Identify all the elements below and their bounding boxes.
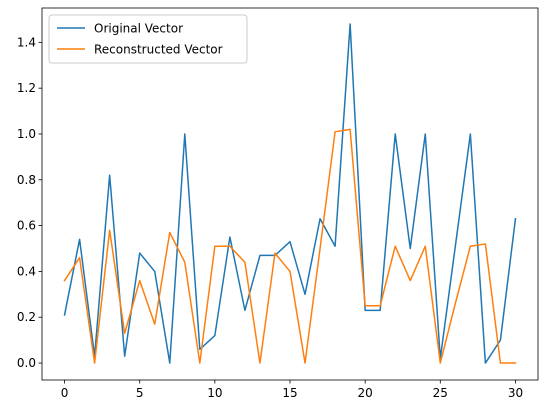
y-tick-label: 0.8 <box>17 173 36 187</box>
axes-frame <box>41 7 539 381</box>
series-line-2 <box>63 128 517 364</box>
y-tick-label: 1.2 <box>17 81 36 95</box>
x-tick-label: 0 <box>61 386 69 400</box>
x-axis-ticks: 0 5 10 15 20 25 30 <box>61 380 523 400</box>
y-tick-label: 0.0 <box>17 356 36 370</box>
y-tick-label: 1.0 <box>17 127 36 141</box>
x-tick-label: 5 <box>136 386 144 400</box>
legend-label-1: Original Vector <box>94 22 183 36</box>
y-tick-label: 0.6 <box>17 219 36 233</box>
y-tick-label: 1.4 <box>17 35 36 49</box>
x-tick-label: 25 <box>433 386 448 400</box>
legend: Original Vector Reconstructed Vector <box>48 14 248 64</box>
plot-frame <box>41 7 539 381</box>
x-tick-label: 15 <box>282 386 297 400</box>
x-tick-label: 10 <box>207 386 222 400</box>
x-tick-label: 30 <box>508 386 523 400</box>
plot-lines <box>63 23 517 364</box>
y-axis-ticks: 0.0 0.2 0.4 0.6 0.8 1.0 1.2 1.4 <box>17 35 42 370</box>
legend-box <box>48 14 248 64</box>
x-tick-label: 20 <box>358 386 373 400</box>
y-tick-label: 0.2 <box>17 310 36 324</box>
series-line-1 <box>63 23 517 364</box>
legend-label-2: Reconstructed Vector <box>94 43 223 57</box>
y-tick-label: 0.4 <box>17 264 36 278</box>
